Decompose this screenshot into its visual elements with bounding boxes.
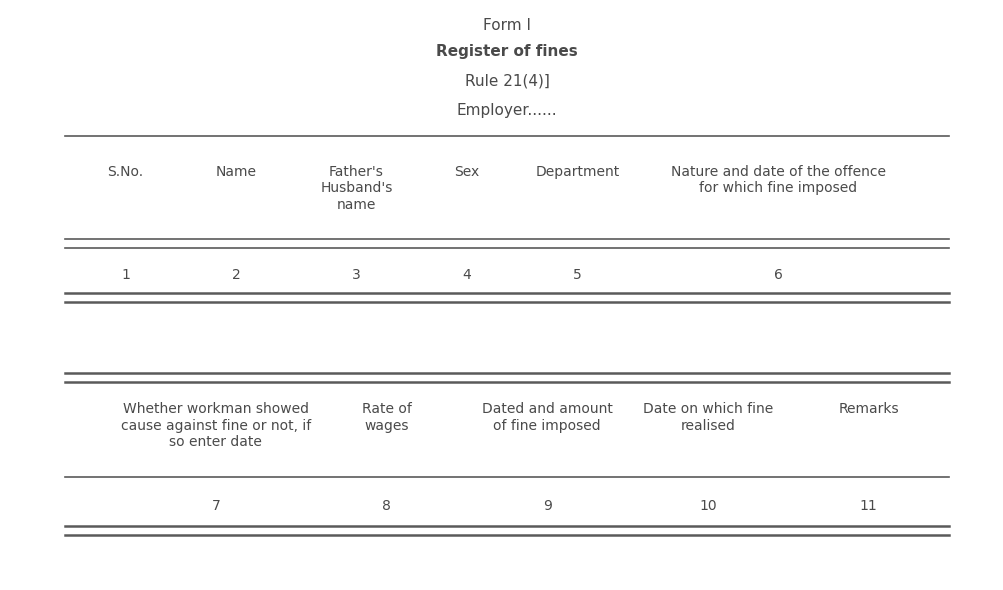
Text: Remarks: Remarks xyxy=(838,402,898,417)
Text: 6: 6 xyxy=(773,268,781,283)
Text: 7: 7 xyxy=(212,499,220,513)
Text: 8: 8 xyxy=(382,499,390,513)
Text: Register of fines: Register of fines xyxy=(435,44,578,59)
Text: Sex: Sex xyxy=(453,165,479,179)
Text: Form I: Form I xyxy=(482,18,531,32)
Text: Nature and date of the offence
for which fine imposed: Nature and date of the offence for which… xyxy=(670,165,885,195)
Text: Father's
Husband's
name: Father's Husband's name xyxy=(320,165,392,212)
Text: S.No.: S.No. xyxy=(107,165,143,179)
Text: 11: 11 xyxy=(859,499,877,513)
Text: 3: 3 xyxy=(352,268,360,283)
Text: Date on which fine
realised: Date on which fine realised xyxy=(642,402,772,432)
Text: 5: 5 xyxy=(573,268,581,283)
Text: Whether workman showed
cause against fine or not, if
so enter date: Whether workman showed cause against fin… xyxy=(120,402,311,449)
Text: 1: 1 xyxy=(121,268,129,283)
Text: 4: 4 xyxy=(462,268,470,283)
Text: Dated and amount
of fine imposed: Dated and amount of fine imposed xyxy=(481,402,612,432)
Text: Name: Name xyxy=(216,165,256,179)
Text: Rate of
wages: Rate of wages xyxy=(361,402,411,432)
Text: 2: 2 xyxy=(232,268,240,283)
Text: Employer......: Employer...... xyxy=(456,103,557,118)
Text: Department: Department xyxy=(535,165,619,179)
Text: 10: 10 xyxy=(698,499,716,513)
Text: Rule 21(4)]: Rule 21(4)] xyxy=(464,74,549,88)
Text: 9: 9 xyxy=(543,499,551,513)
